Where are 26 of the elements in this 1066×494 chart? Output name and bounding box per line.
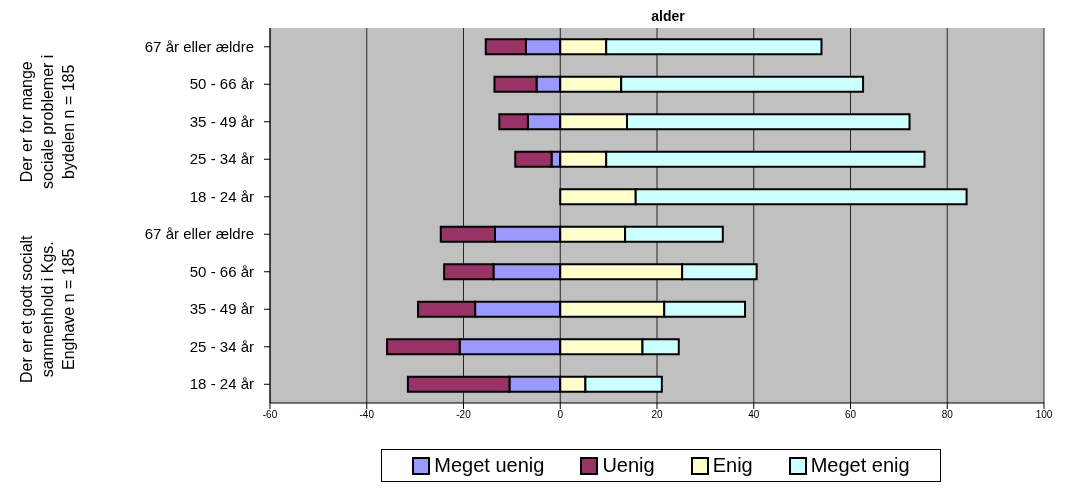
y-tick-label: 25 - 34 år [189, 337, 254, 355]
text: Der er for mange sociale problemer i bydelen n = 185 [18, 54, 77, 189]
x-tick-label: 60 [844, 409, 857, 421]
x-tick-label: -40 [359, 409, 375, 421]
legend-label: Meget enig [809, 454, 910, 477]
y-tick-label: 67 år eller ældre [144, 37, 254, 55]
y-tick-label: 50 - 66 år [189, 262, 254, 280]
y-tick-label: 18 - 24 år [189, 375, 254, 393]
legend-label: Meget uenig [433, 454, 545, 477]
x-tick-label: 0 [557, 409, 564, 421]
legend-label: Enig [711, 454, 753, 477]
y-tick-label: 25 - 34 år [189, 150, 254, 168]
text: Der er et godt socialt sammenhold i Kgs. Enghave n = 185 [18, 234, 77, 384]
x-tick-label: -20 [456, 409, 472, 421]
chart-title: alder [650, 8, 686, 24]
y-tick-label: 67 år eller ældre [144, 225, 254, 243]
x-tick-label: -60 [262, 409, 278, 421]
y-tick-label: 50 - 66 år [189, 75, 254, 93]
x-tick-label: 100 [1035, 409, 1053, 421]
y-tick-label: 18 - 24 år [189, 187, 254, 205]
y-tick-label: 35 - 49 år [189, 300, 254, 318]
x-tick-label: 80 [941, 409, 954, 421]
y-tick-label: 35 - 49 år [189, 112, 254, 130]
legend-label: Uenig [601, 454, 655, 477]
x-tick-label: 20 [651, 409, 663, 421]
x-tick-label: 40 [748, 409, 760, 421]
